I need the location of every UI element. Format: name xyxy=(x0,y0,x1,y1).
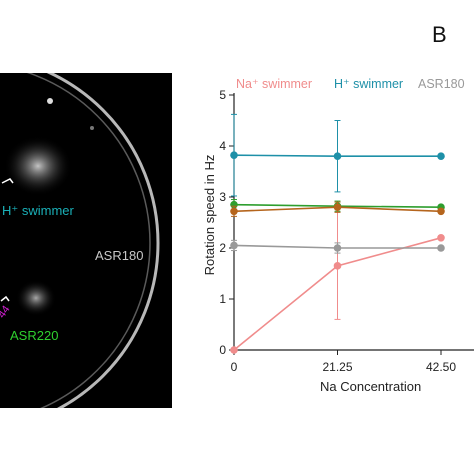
plate-speck xyxy=(90,126,94,130)
data-point xyxy=(230,346,238,354)
inoculation-mark xyxy=(1,178,14,184)
data-point xyxy=(333,152,342,160)
y-tick-label: 0 xyxy=(219,343,226,357)
panel-letter: B xyxy=(432,22,447,47)
y-tick-label: 5 xyxy=(219,88,226,102)
data-point xyxy=(437,152,445,160)
data-point xyxy=(230,241,238,250)
x-axis-label: Na Concentration xyxy=(320,379,421,394)
legend-entry: Na⁺ swimmer xyxy=(236,77,312,91)
y-tick-label: 1 xyxy=(219,292,226,306)
data-point xyxy=(437,244,445,252)
legend-entry: H⁺ swimmer xyxy=(334,77,403,91)
plate-label-asr220: ASR220 xyxy=(10,328,59,343)
swarm-ring-asr220 xyxy=(16,280,56,316)
data-point xyxy=(437,207,445,216)
plate-label-asr180: ASR180 xyxy=(95,248,144,263)
y-tick-label: 4 xyxy=(219,139,226,153)
inoculation-mark xyxy=(0,295,10,302)
x-tick-label: 42.50 xyxy=(426,360,456,374)
y-axis-label: Rotation speed in Hz xyxy=(202,155,217,276)
plate-speck xyxy=(47,98,53,104)
data-point xyxy=(230,207,238,216)
legend-entry: ASR180 xyxy=(418,77,465,91)
data-point xyxy=(333,203,342,211)
data-point xyxy=(230,151,238,159)
petri-dish-photo: H⁺ swimmer ASR180 ASR220 44 xyxy=(0,73,172,408)
dish-inner-rim xyxy=(26,73,151,408)
x-tick-label: 0 xyxy=(231,360,238,374)
data-point xyxy=(437,234,445,242)
y-tick-label: 2 xyxy=(219,241,226,255)
data-point xyxy=(333,262,342,270)
petri-dish-drawing xyxy=(0,73,160,408)
plate-label-h-swimmer: H⁺ swimmer xyxy=(2,203,74,218)
x-tick-label: 21.25 xyxy=(322,360,352,374)
data-point xyxy=(333,244,342,252)
y-tick-label: 3 xyxy=(219,190,226,204)
dish-rim xyxy=(46,73,160,408)
swarm-ring-h-swimmer xyxy=(4,136,72,196)
